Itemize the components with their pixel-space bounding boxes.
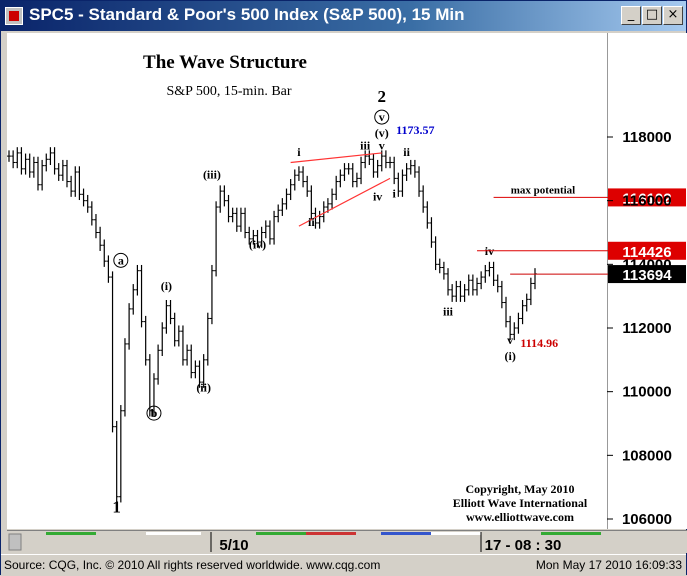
y-tick-label: 106000 xyxy=(622,511,672,528)
wave-label: (ii) xyxy=(196,381,211,395)
window-title: SPC5 - Standard & Poor's 500 Index (S&P … xyxy=(29,5,465,24)
wave-label: (i) xyxy=(504,349,515,363)
time-axis-segment xyxy=(46,532,96,535)
copyright-line: www.elliottwave.com xyxy=(466,510,574,524)
status-datetime: Mon May 17 2010 16:09:33 xyxy=(535,558,682,572)
y-tick-label: 110000 xyxy=(622,384,671,401)
wave-label: (v) xyxy=(375,126,389,140)
wave-label-circle xyxy=(374,109,390,125)
wave-label: a xyxy=(118,253,124,267)
wave-label-circle xyxy=(146,405,162,421)
wave-label: 1 xyxy=(112,498,121,517)
wave-label: ii xyxy=(403,145,410,159)
y-tick-label: 116000 xyxy=(622,193,671,210)
wave-label: 2 xyxy=(378,87,387,106)
level-price-box xyxy=(608,265,686,284)
close-button[interactable]: × xyxy=(663,6,683,25)
y-tick-label: 108000 xyxy=(622,447,672,464)
trendline-1 xyxy=(290,152,382,164)
chart-plot-area[interactable] xyxy=(7,33,607,529)
time-axis-segment xyxy=(201,532,256,535)
time-axis-segment xyxy=(431,532,481,535)
time-axis[interactable] xyxy=(7,530,687,553)
title-bar[interactable]: SPC5 - Standard & Poor's 500 Index (S&P … xyxy=(1,1,686,31)
x-tick-label: 5/10 xyxy=(219,537,248,554)
time-axis-segment xyxy=(96,532,146,535)
wave-label: i xyxy=(393,186,397,200)
time-axis-segment xyxy=(256,532,306,535)
wave-label: b xyxy=(151,406,158,420)
level-price-box xyxy=(608,241,686,260)
level-price-label: 114426 xyxy=(622,244,671,261)
status-bar: Source: CQG, Inc. © 2010 All rights rese… xyxy=(1,554,686,576)
copyright-line: Elliott Wave International xyxy=(453,496,588,510)
wave-label: v xyxy=(379,139,385,153)
x-tick-label: 17 - 08 : 30 xyxy=(485,537,562,554)
chart-subtitle: S&P 500, 15-min. Bar xyxy=(166,84,291,99)
y-tick-label: 118000 xyxy=(622,129,671,146)
price-annotation: 1114.96 xyxy=(520,336,558,350)
time-axis-segment xyxy=(356,532,381,535)
time-axis-segment xyxy=(481,532,541,535)
trendline-2 xyxy=(298,177,391,227)
level-price-label: 116102 xyxy=(622,190,671,207)
level-price-box xyxy=(608,188,686,207)
wave-label-circle xyxy=(113,252,129,268)
maximize-button[interactable]: □ xyxy=(642,6,662,25)
copyright-line: Copyright, May 2010 xyxy=(466,482,575,496)
wave-label: ii xyxy=(308,215,315,229)
app-icon[interactable] xyxy=(5,7,23,25)
wave-label: iv xyxy=(373,190,382,204)
y-tick-label: 114000 xyxy=(622,256,671,273)
time-axis-segment xyxy=(146,532,201,535)
level-price-label: 113694 xyxy=(622,267,672,284)
time-axis-segment xyxy=(381,532,431,535)
status-source: Source: CQG, Inc. © 2010 All rights rese… xyxy=(4,558,381,572)
y-tick-label: 112000 xyxy=(622,320,671,337)
wave-label: (i) xyxy=(161,279,172,293)
wave-label: v xyxy=(379,110,385,124)
wave-label: (iii) xyxy=(203,167,221,181)
wave-label: i xyxy=(297,145,301,159)
level-label: max potential xyxy=(511,184,575,196)
minimize-button[interactable]: _ xyxy=(621,6,641,25)
price-annotation: 1173.57 xyxy=(396,123,434,137)
wave-label: (iv) xyxy=(249,237,266,251)
time-axis-segment xyxy=(541,532,601,535)
wave-label: iii xyxy=(360,139,371,153)
wave-label: iii xyxy=(443,304,454,318)
scroll-handle[interactable] xyxy=(8,533,22,551)
chart-svg: The Wave Structure S&P 500, 15-min. Bar Co… xyxy=(7,52,686,554)
time-axis-segment xyxy=(306,532,356,535)
time-axis-segment xyxy=(9,532,46,535)
wave-label: v xyxy=(507,333,513,347)
chart-title: The Wave Structure xyxy=(143,52,307,73)
